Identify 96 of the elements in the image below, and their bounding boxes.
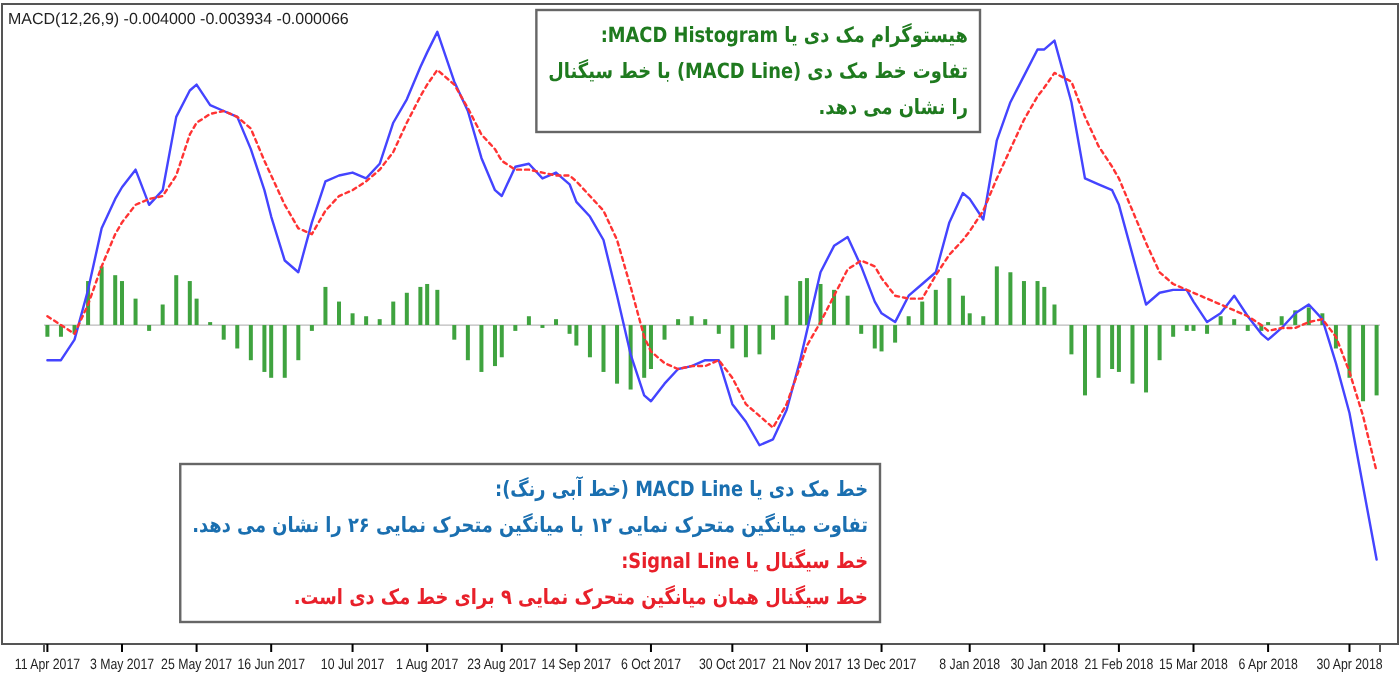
bar: [615, 325, 620, 384]
bar: [391, 301, 396, 326]
bar: [1082, 325, 1087, 396]
bar: [1008, 272, 1013, 326]
bar: [947, 278, 952, 326]
bar: [221, 325, 226, 340]
bar: [364, 316, 369, 326]
bar: [1374, 325, 1379, 396]
bar: [1347, 325, 1352, 378]
bar: [479, 325, 484, 372]
bar: [323, 286, 328, 326]
bar: [269, 325, 274, 378]
bar: [784, 295, 789, 326]
bar: [1191, 325, 1196, 331]
bar: [757, 325, 762, 355]
bar: [906, 316, 911, 326]
bar: [45, 325, 50, 337]
bar: [771, 325, 776, 340]
bar: [1218, 316, 1223, 326]
bar: [689, 316, 694, 326]
bar: [465, 325, 470, 361]
annotation: هیستوگرام مک دی یا MACD Histogram:: [600, 22, 969, 49]
annotation: خط سیگنال یا Signal Line:: [621, 548, 868, 575]
bar: [1144, 325, 1149, 393]
bar: [187, 281, 192, 326]
bar: [1361, 325, 1366, 402]
bar: [99, 266, 104, 326]
bar: [133, 298, 138, 326]
bar: [716, 325, 721, 334]
text: خط سیگنال همان میانگین متحرک نمایی ۹ برای خط مک دی است.: [293, 584, 868, 611]
bar: [1171, 325, 1176, 337]
bar: [499, 325, 504, 358]
bar: [174, 275, 179, 326]
bar: [879, 325, 884, 352]
bar: [960, 295, 965, 326]
bar: [798, 281, 803, 326]
bar: [1035, 281, 1040, 326]
bar: [282, 325, 287, 378]
bar: [676, 319, 681, 326]
bar: [818, 283, 823, 326]
annotation: تفاوت میانگین متحرک نمایی ۱۲ با میانگین متحرک نمایی ۲۶ را نشان می دهد.: [192, 512, 868, 539]
bar: [296, 325, 301, 361]
bar: [435, 289, 440, 326]
bar: [1232, 319, 1237, 326]
bar: [601, 325, 606, 372]
bar: [1157, 325, 1162, 361]
bar: [113, 275, 118, 326]
bar: [994, 266, 999, 326]
bar: [587, 325, 592, 358]
bar: [1116, 325, 1121, 372]
bar: [452, 325, 457, 340]
bar: [160, 304, 165, 326]
bar: [377, 319, 382, 326]
bar: [743, 325, 748, 358]
bar: [845, 295, 850, 326]
bar: [425, 283, 430, 326]
bar: [703, 319, 708, 326]
bar: [418, 286, 423, 326]
bar: [1205, 325, 1210, 334]
bar: [513, 325, 518, 331]
bar: [1052, 304, 1057, 326]
bar: [1184, 325, 1189, 331]
bar: [662, 325, 667, 340]
bar: [933, 289, 938, 326]
bar: [893, 325, 898, 343]
bar: [1279, 316, 1284, 326]
bar: [526, 316, 531, 326]
bar: [730, 325, 735, 349]
bar: [404, 292, 409, 326]
bar: [1069, 325, 1074, 355]
annotation: را نشان می دهد.: [818, 96, 968, 121]
bar: [1245, 325, 1250, 331]
bar: [262, 325, 267, 372]
chart-title: MACD(12,26,9) -0.004000 -0.003934 -0.000066: [8, 10, 350, 28]
bar: [1021, 281, 1026, 326]
bar: [492, 325, 497, 367]
bar: [1042, 286, 1047, 326]
bar: [981, 316, 986, 326]
bar: [337, 301, 342, 326]
bar: [859, 325, 864, 334]
bar: [1110, 325, 1115, 369]
bar: [147, 325, 152, 331]
annotation: تفاوت خط مک دی (MACD Line) با خط سیگنال: [548, 58, 968, 85]
bar: [920, 301, 925, 326]
bar: [574, 325, 579, 346]
bar: [1130, 325, 1135, 384]
bar: [309, 325, 314, 331]
bar: [248, 325, 253, 361]
bar: [1096, 325, 1101, 378]
bar: [119, 281, 124, 326]
bar: [350, 313, 355, 326]
bar: [235, 325, 240, 349]
annotation: خط مک دی یا MACD Line (خط آبی رنگ):: [495, 474, 868, 503]
bar: [872, 325, 877, 349]
bar: [804, 278, 809, 326]
bar: [554, 319, 559, 326]
